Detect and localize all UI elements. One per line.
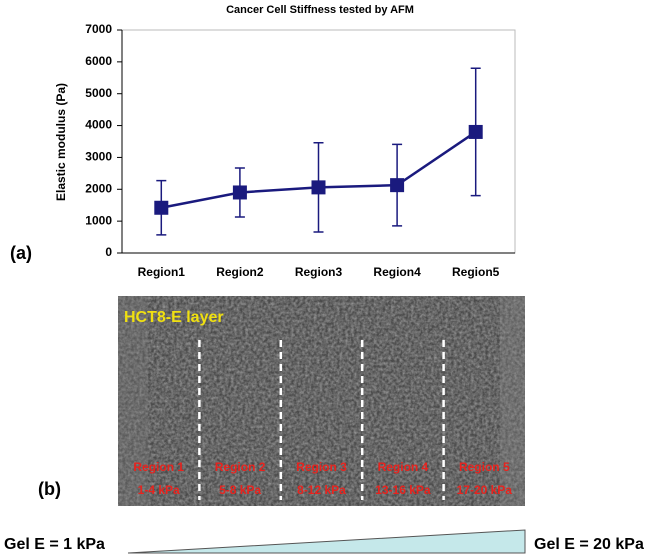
marker — [154, 200, 169, 215]
gradient-left-label: Gel E = 1 kPa — [4, 536, 105, 553]
y-axis-label: Elastic modulus (Pa) — [54, 83, 68, 201]
y-tick-label: 0 — [105, 245, 112, 259]
region-range: 13-16 kPa — [375, 483, 431, 497]
image-edge — [500, 296, 525, 506]
stiffness-gradient — [127, 529, 526, 554]
x-tick-label: Region5 — [452, 265, 500, 279]
marker — [232, 185, 247, 200]
x-tick-label: Region1 — [138, 265, 186, 279]
x-tick-label: Region2 — [216, 265, 264, 279]
marker — [311, 180, 326, 195]
marker — [468, 124, 483, 139]
x-tick-label: Region3 — [295, 265, 343, 279]
y-tick-label: 7000 — [85, 22, 112, 36]
image-title: HCT8-E layer — [124, 309, 224, 326]
region-name: Region 5 — [459, 460, 510, 474]
panel-label: (b) — [38, 479, 61, 499]
region-name: Region 1 — [133, 460, 184, 474]
gradient-right-label: Gel E = 20 kPa — [534, 536, 644, 553]
micrograph — [118, 296, 525, 506]
region-range: 5-8 kPa — [219, 483, 261, 497]
region-range: 17-20 kPa — [457, 483, 513, 497]
region-name: Region 4 — [378, 460, 429, 474]
marker — [390, 178, 405, 193]
y-tick-label: 5000 — [85, 86, 112, 100]
chart-title: Cancer Cell Stiffness tested by AFM — [226, 4, 414, 16]
y-tick-label: 2000 — [85, 181, 112, 195]
region-name: Region 2 — [215, 460, 266, 474]
region-range: 8-12 kPa — [297, 483, 346, 497]
y-tick-label: 3000 — [85, 150, 112, 164]
x-tick-label: Region4 — [373, 265, 421, 279]
region-name: Region 3 — [296, 460, 347, 474]
y-tick-label: 6000 — [85, 54, 112, 68]
image-edge — [118, 296, 148, 506]
panel-label: (a) — [10, 243, 32, 263]
y-tick-label: 1000 — [85, 213, 112, 227]
region-range: 1-4 kPa — [138, 483, 180, 497]
y-tick-label: 4000 — [85, 118, 112, 132]
image-texture — [118, 296, 525, 506]
